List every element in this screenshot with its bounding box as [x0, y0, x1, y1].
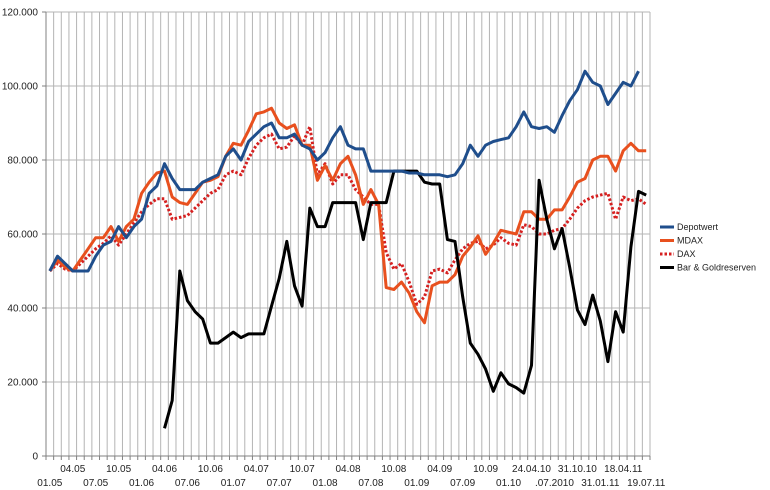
- y-tick-label: 80.000: [7, 156, 38, 167]
- x-tick-label: 04.09: [427, 464, 452, 475]
- y-tick-label: 60.000: [7, 230, 38, 241]
- x-tick-label: 01.06: [129, 478, 154, 489]
- x-tick-label: 01.08: [313, 478, 338, 489]
- y-tick-label: 0: [32, 452, 38, 463]
- y-axis-ticks: 0 20.000 40.000 60.000 80.000 100.000 120.000: [2, 8, 46, 463]
- series-lines: [48, 69, 648, 429]
- y-tick-label: 100.000: [2, 82, 39, 93]
- legend-label: Depotwert: [677, 222, 719, 232]
- legend-label: MDAX: [677, 236, 703, 246]
- x-tick-label: 04.08: [335, 464, 360, 475]
- y-tick-label: 40.000: [7, 304, 38, 315]
- legend-label: DAX: [677, 249, 696, 259]
- x-axis-ticks: 01.05 04.05 07.05 10.05 01.06 04.06 07.06 10.06…: [37, 456, 666, 489]
- legend: Depotwert MDAX DAX Bar & Goldreserven: [660, 222, 756, 273]
- x-tick-label: 10.09: [473, 464, 498, 475]
- x-tick-label: 10.05: [106, 464, 131, 475]
- x-tick-label: 07.07: [267, 478, 292, 489]
- x-tick-label: 07.08: [358, 478, 383, 489]
- x-tick-label: 07.05: [83, 478, 108, 489]
- x-tick-label: 18.04.11: [604, 464, 643, 475]
- x-tick-label: 01.05: [37, 478, 62, 489]
- x-tick-label: 07.06: [175, 478, 200, 489]
- x-tick-label: 04.07: [244, 464, 269, 475]
- x-tick-label: 10.07: [290, 464, 315, 475]
- x-tick-label: 04.06: [152, 464, 177, 475]
- x-tick-label: 19.07.11: [627, 478, 666, 489]
- x-tick-label: 31.01.11: [581, 478, 620, 489]
- legend-label: Bar & Goldreserven: [677, 263, 756, 273]
- x-tick-label: 01.10: [496, 478, 521, 489]
- x-tick-label: 01.09: [404, 478, 429, 489]
- x-tick-label: 10.08: [381, 464, 406, 475]
- x-tick-label: 24.04.10: [512, 464, 551, 475]
- x-tick-label: 31.10.10: [558, 464, 597, 475]
- x-tick-label: 01.07: [221, 478, 246, 489]
- y-tick-label: 120.000: [2, 8, 39, 19]
- x-tick-label: 04.05: [60, 464, 85, 475]
- y-tick-label: 20.000: [7, 378, 38, 389]
- x-tick-label: 07.09: [450, 478, 475, 489]
- series-line-depotwert: [48, 69, 640, 273]
- x-tick-label: .07.2010: [535, 478, 574, 489]
- x-tick-label: 10.06: [198, 464, 223, 475]
